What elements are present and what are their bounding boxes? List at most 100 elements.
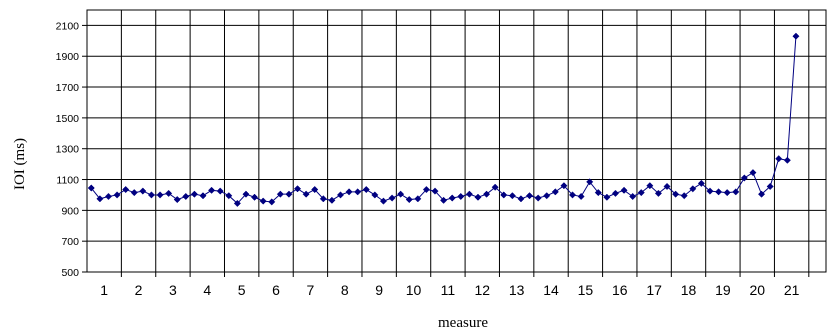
data-point [113, 191, 121, 199]
data-point [302, 190, 310, 198]
data-point [577, 192, 585, 201]
data-point [551, 188, 559, 196]
data-point [397, 190, 405, 198]
x-tick-label: 19 [715, 282, 731, 298]
x-tick-label: 1 [100, 282, 108, 298]
y-axis-title: IOI (ms) [12, 138, 28, 190]
data-point [749, 169, 757, 177]
data-point [483, 190, 491, 198]
data-point [87, 184, 95, 192]
data-point [147, 191, 156, 199]
x-tick-label: 10 [406, 282, 422, 298]
data-point [173, 196, 181, 204]
data-point [586, 178, 594, 186]
y-tick-labels: 500 700 900 1100 1300 1500 1700 1900 2100 [56, 20, 80, 279]
data-point [783, 156, 791, 164]
data-point [311, 185, 319, 194]
data-point [216, 187, 224, 195]
data-point [96, 195, 104, 203]
data-point [508, 192, 516, 200]
data-point [603, 193, 611, 201]
data-point [474, 193, 482, 201]
data-point [139, 187, 147, 195]
data-point [715, 188, 723, 196]
data-point [594, 189, 602, 197]
data-point [629, 192, 637, 201]
data-point [440, 196, 448, 204]
x-tick-label: 7 [307, 282, 315, 298]
data-point [208, 186, 216, 194]
x-tick-label: 20 [749, 282, 765, 298]
data-point [156, 191, 164, 199]
data-point [663, 182, 671, 191]
y-tick-label: 1500 [56, 113, 80, 125]
data-point [672, 190, 680, 198]
data-point [775, 155, 783, 163]
x-tick-label: 21 [784, 282, 800, 298]
x-tick-label: 6 [272, 282, 280, 298]
data-point [182, 192, 190, 201]
series-1 [87, 32, 800, 207]
x-tick-label: 2 [135, 282, 143, 298]
data-point [457, 192, 465, 201]
data-point [130, 189, 138, 197]
x-tick-label: 3 [169, 282, 177, 298]
data-point [285, 190, 293, 198]
data-point [654, 189, 662, 197]
data-point [233, 199, 241, 207]
data-point [534, 194, 542, 202]
data-point [242, 190, 250, 198]
data-point [766, 182, 774, 191]
x-tick-label: 16 [612, 282, 628, 298]
y-tick-label: 1900 [56, 51, 80, 63]
x-axis-title: measure [438, 315, 488, 331]
x-tick-label: 12 [474, 282, 490, 298]
data-point [268, 198, 276, 206]
data-point [706, 187, 714, 195]
data-point [225, 192, 233, 200]
data-point [190, 190, 198, 198]
data-point [371, 191, 379, 199]
plot-frame [86, 9, 827, 273]
data-point [276, 190, 284, 198]
data-point [568, 191, 577, 199]
x-tick-label: 15 [578, 282, 594, 298]
y-tick-label: 2100 [56, 20, 80, 32]
x-tick-label: 17 [646, 282, 662, 298]
x-tick-label: 11 [441, 282, 456, 298]
data-point [431, 187, 439, 195]
data-point [620, 186, 628, 194]
data-point [543, 192, 551, 200]
data-point [422, 185, 430, 194]
data-point [757, 190, 766, 198]
data-point [732, 188, 740, 196]
x-tick-labels: 1 2 3 4 5 6 7 8 9 10 11 12 13 14 15 16 17 18 19 20 21 [100, 282, 799, 298]
data-point [328, 196, 336, 204]
data-point [379, 197, 388, 205]
data-point [354, 188, 362, 196]
data-point [697, 179, 705, 187]
data-point [405, 196, 413, 204]
x-tick-label: 13 [509, 282, 525, 298]
data-point [525, 192, 534, 200]
data-point [122, 185, 130, 194]
series-line [90, 36, 797, 205]
plot-area-border [86, 9, 827, 273]
data-point [293, 185, 302, 193]
y-tick-label: 700 [61, 236, 79, 248]
data-point [740, 174, 748, 182]
data-point [388, 194, 396, 202]
gridlines [82, 9, 826, 277]
data-point [104, 192, 113, 201]
data-point [680, 192, 688, 200]
x-tick-label: 5 [238, 282, 246, 298]
data-point [251, 193, 259, 201]
data-point [517, 195, 525, 203]
data-point [199, 192, 207, 200]
data-point [362, 185, 370, 194]
y-tick-label: 500 [61, 267, 79, 279]
x-tick-label: 8 [341, 282, 349, 298]
data-point [792, 32, 800, 40]
x-tick-label: 4 [203, 282, 211, 298]
